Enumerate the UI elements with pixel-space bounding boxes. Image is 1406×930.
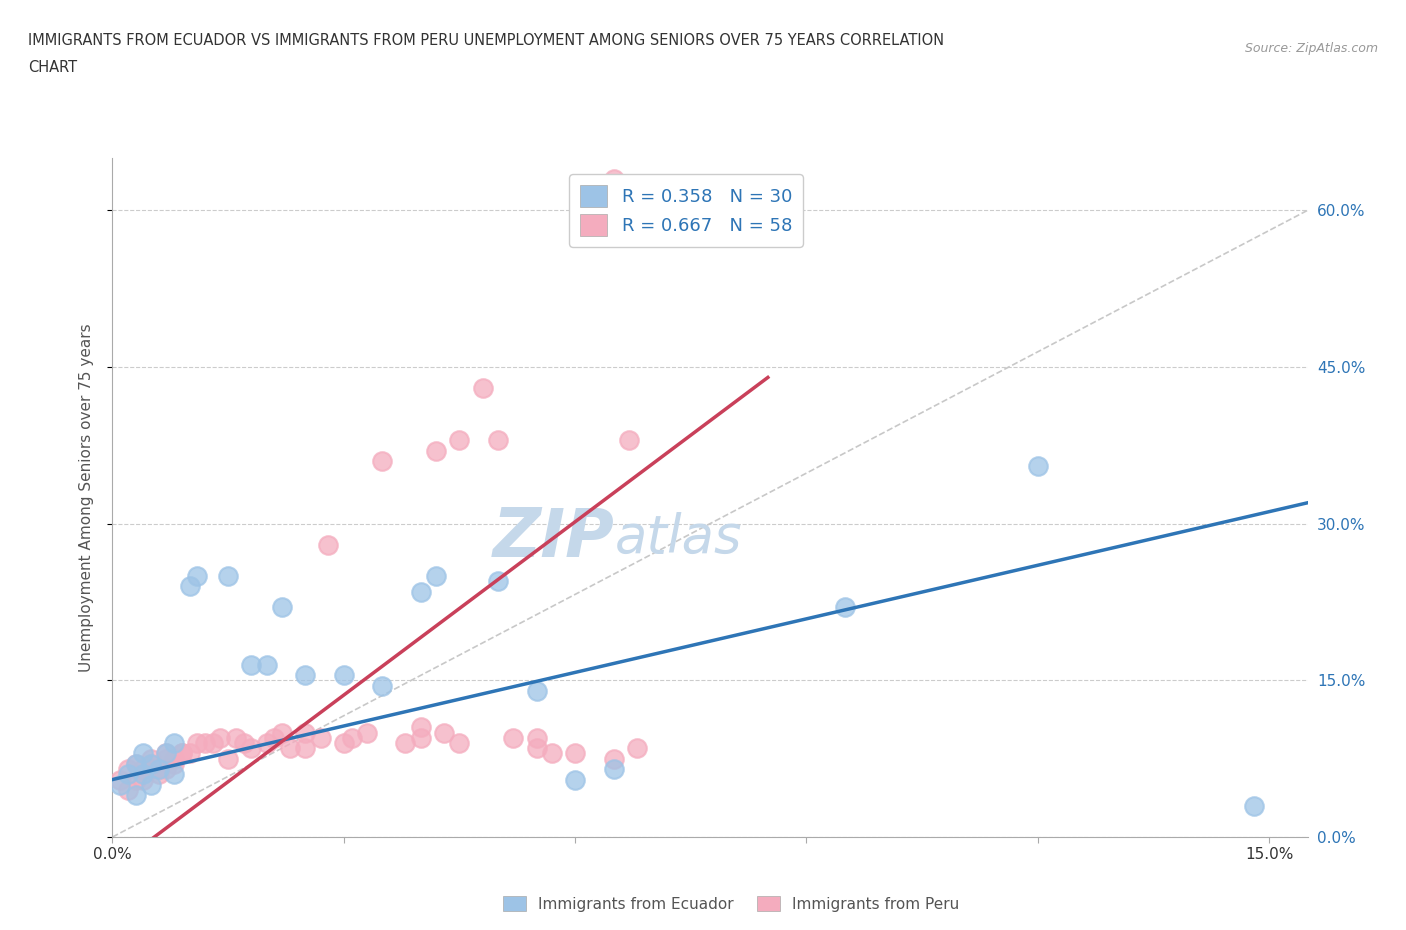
Legend: Immigrants from Ecuador, Immigrants from Peru: Immigrants from Ecuador, Immigrants from… <box>496 889 966 918</box>
Point <box>163 767 186 782</box>
Point <box>564 746 586 761</box>
Point <box>371 678 394 693</box>
Point <box>124 756 146 771</box>
Point <box>394 736 416 751</box>
Point <box>318 538 340 552</box>
Legend: R = 0.358   N = 30, R = 0.667   N = 58: R = 0.358 N = 30, R = 0.667 N = 58 <box>569 174 803 246</box>
Point <box>170 746 193 761</box>
Point <box>256 736 278 751</box>
Point <box>294 741 316 756</box>
Point <box>217 751 239 766</box>
Point <box>232 736 254 751</box>
Point <box>309 730 332 745</box>
Point <box>602 751 624 766</box>
Point <box>294 668 316 683</box>
Text: atlas: atlas <box>614 512 742 565</box>
Point <box>449 432 471 447</box>
Point <box>108 772 131 787</box>
Point <box>256 658 278 672</box>
Point <box>163 756 186 771</box>
Point <box>409 584 432 599</box>
Point <box>471 380 494 395</box>
Point <box>602 171 624 186</box>
Point <box>124 756 146 771</box>
Point <box>148 762 170 777</box>
Point <box>201 736 224 751</box>
Point <box>155 751 177 766</box>
Point <box>139 756 162 771</box>
Text: CHART: CHART <box>28 60 77 75</box>
Point <box>108 777 131 792</box>
Point <box>132 746 155 761</box>
Point <box>139 777 162 792</box>
Point <box>486 432 509 447</box>
Point <box>409 730 432 745</box>
Point <box>526 684 548 698</box>
Point <box>263 730 285 745</box>
Point <box>163 736 186 751</box>
Text: ZIP: ZIP <box>492 505 614 571</box>
Point <box>617 432 640 447</box>
Point <box>117 782 139 797</box>
Point <box>132 772 155 787</box>
Point <box>163 751 186 766</box>
Point <box>139 756 162 771</box>
Point <box>186 568 208 583</box>
Point <box>148 762 170 777</box>
Point <box>139 762 162 777</box>
Point <box>486 574 509 589</box>
Point <box>155 762 177 777</box>
Point <box>217 568 239 583</box>
Point <box>186 736 208 751</box>
Point <box>602 762 624 777</box>
Point <box>425 443 447 458</box>
Point <box>225 730 247 745</box>
Point <box>170 746 193 761</box>
Point <box>834 600 856 615</box>
Point <box>124 788 146 803</box>
Point <box>356 725 378 740</box>
Point <box>132 767 155 782</box>
Y-axis label: Unemployment Among Seniors over 75 years: Unemployment Among Seniors over 75 years <box>79 324 94 671</box>
Point <box>240 741 263 756</box>
Point <box>155 746 177 761</box>
Point <box>155 746 177 761</box>
Point <box>340 730 363 745</box>
Text: Source: ZipAtlas.com: Source: ZipAtlas.com <box>1244 42 1378 55</box>
Point <box>148 767 170 782</box>
Point <box>409 720 432 735</box>
Point <box>564 772 586 787</box>
Point <box>240 658 263 672</box>
Point <box>371 454 394 469</box>
Point <box>541 746 564 761</box>
Point <box>333 736 356 751</box>
Point <box>1026 458 1049 473</box>
Point <box>271 725 294 740</box>
Point <box>433 725 456 740</box>
Point <box>294 725 316 740</box>
Point <box>425 568 447 583</box>
Point <box>209 730 232 745</box>
Point <box>124 772 146 787</box>
Point <box>1243 798 1265 813</box>
Point <box>139 751 162 766</box>
Point <box>117 762 139 777</box>
Point <box>333 668 356 683</box>
Point <box>278 741 301 756</box>
Point <box>179 578 201 593</box>
Point <box>194 736 217 751</box>
Point <box>449 736 471 751</box>
Point <box>526 730 548 745</box>
Point <box>132 762 155 777</box>
Text: IMMIGRANTS FROM ECUADOR VS IMMIGRANTS FROM PERU UNEMPLOYMENT AMONG SENIORS OVER : IMMIGRANTS FROM ECUADOR VS IMMIGRANTS FR… <box>28 33 945 47</box>
Point <box>626 741 648 756</box>
Point <box>502 730 524 745</box>
Point <box>179 746 201 761</box>
Point <box>117 767 139 782</box>
Point <box>271 600 294 615</box>
Point <box>526 741 548 756</box>
